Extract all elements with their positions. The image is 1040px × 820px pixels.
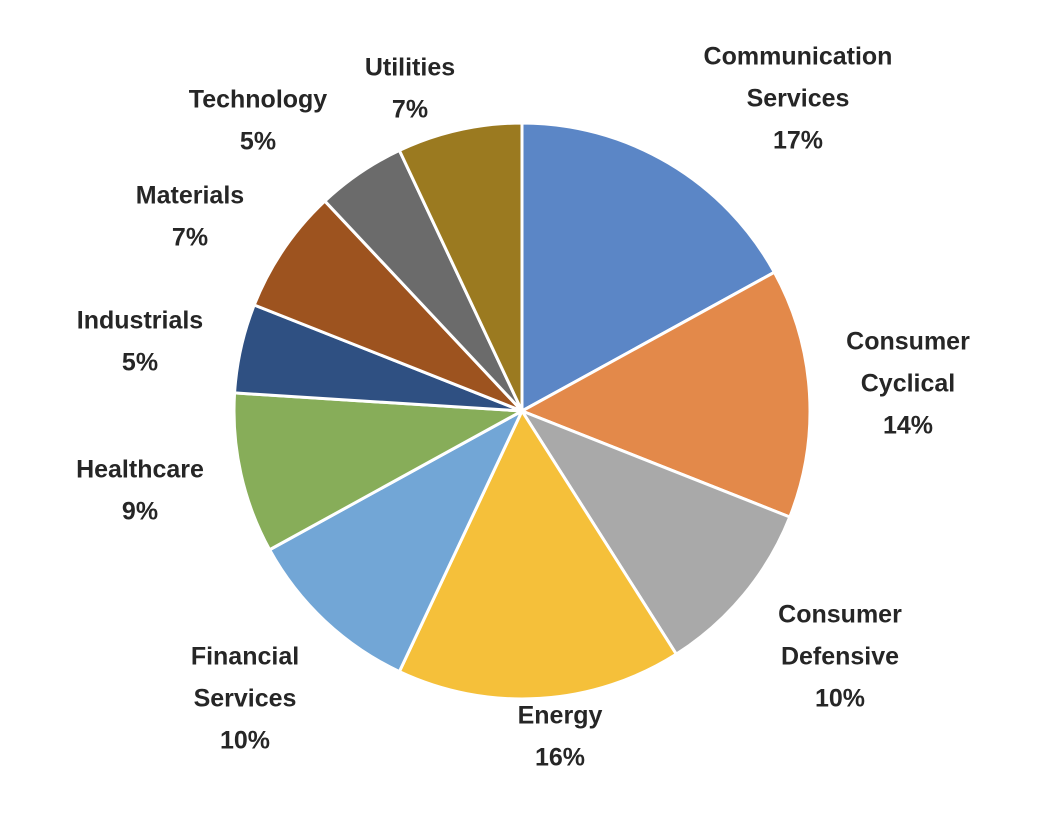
slice-label-materials: Materials 7%: [136, 182, 244, 252]
pie-slice-consumer-defensive: [520, 409, 792, 656]
pie-slice-consumer-cyclical: [520, 270, 812, 519]
slice-name-label: Financial: [191, 643, 299, 671]
slice-label-industrials: Industrials 5%: [77, 307, 203, 377]
slice-name-label: Services: [747, 85, 850, 113]
slice-percent-label: 16%: [535, 744, 585, 772]
slice-label-communication-services: Communication Services 17%: [704, 43, 893, 155]
slice-name-label: Healthcare: [76, 456, 204, 484]
pie-slice-healthcare: [232, 391, 524, 552]
slice-percent-label: 14%: [883, 412, 933, 440]
slice-name-label: Energy: [518, 702, 603, 730]
slice-label-energy: Energy 16%: [518, 702, 603, 772]
slice-label-utilities: Utilities 7%: [365, 54, 455, 124]
slice-name-label: Defensive: [781, 643, 899, 671]
slice-percent-label: 9%: [122, 498, 158, 526]
slice-percent-label: 5%: [122, 349, 158, 377]
pie-slice-materials: [252, 199, 524, 413]
slice-label-financial-services: Financial Services 10%: [191, 643, 299, 755]
pie-labels: Communication Services 17% Consumer Cyclical…: [76, 43, 970, 772]
slice-percent-label: 17%: [773, 127, 823, 155]
slice-name-label: Industrials: [77, 307, 203, 335]
slice-percent-label: 7%: [392, 96, 428, 124]
slice-label-consumer-defensive: Consumer Defensive 10%: [778, 601, 902, 713]
slice-label-consumer-cyclical: Consumer Cyclical 14%: [846, 328, 970, 440]
slice-label-technology: Technology 5%: [189, 86, 328, 156]
pie-slice-energy: [397, 409, 678, 701]
slice-name-label: Technology: [189, 86, 328, 114]
slice-name-label: Consumer: [846, 328, 970, 356]
slice-label-healthcare: Healthcare 9%: [76, 456, 204, 526]
slice-name-label: Communication: [704, 43, 893, 71]
pie-slice-financial-services: [268, 409, 524, 674]
slice-percent-label: 10%: [220, 727, 270, 755]
slice-percent-label: 7%: [172, 224, 208, 252]
pie-slices: [232, 121, 812, 701]
pie-slice-utilities: [397, 121, 524, 413]
slice-name-label: Cyclical: [861, 370, 956, 398]
slice-percent-label: 10%: [815, 685, 865, 713]
slice-name-label: Services: [194, 685, 297, 713]
slice-percent-label: 5%: [240, 128, 276, 156]
slice-name-label: Materials: [136, 182, 244, 210]
slice-name-label: Consumer: [778, 601, 902, 629]
pie-slice-communication-services: [520, 121, 776, 413]
slice-name-label: Utilities: [365, 54, 455, 82]
